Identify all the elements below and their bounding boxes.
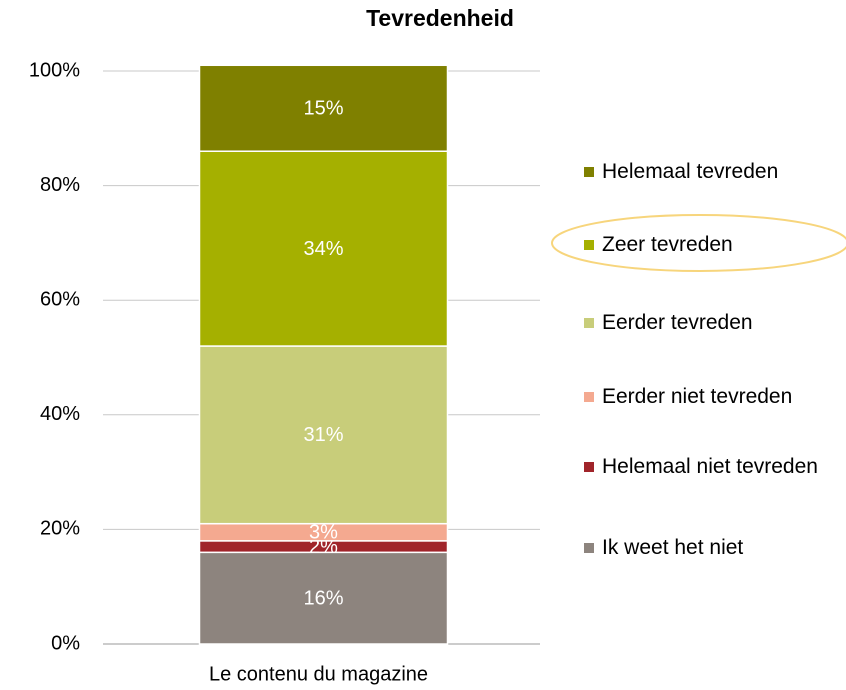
legend-item: Zeer tevreden (584, 229, 829, 261)
y-tick-label: 40% (40, 403, 80, 425)
legend-label: Helemaal tevreden (602, 160, 779, 183)
bar-segment (198, 345, 449, 525)
legend-item: Helemaal tevreden (584, 156, 829, 188)
legend-swatch (584, 462, 594, 472)
legend-label: Eerder tevreden (602, 311, 753, 334)
bar-segment (198, 64, 449, 152)
bar-segment (198, 150, 449, 347)
legend-label: Helemaal niet tevreden (602, 455, 818, 478)
legend-item: Ik weet het niet (584, 532, 829, 564)
highlight (551, 214, 846, 272)
y-tick-label: 100% (29, 59, 80, 81)
legend-swatch (584, 318, 594, 328)
value-label: 34% (303, 238, 343, 260)
value-label: 31% (303, 424, 343, 446)
legend-item: Eerder tevreden (584, 307, 829, 339)
legend-label: Zeer tevreden (602, 233, 733, 256)
bar-segment (198, 551, 449, 645)
value-label: 15% (303, 98, 343, 120)
legend-swatch (584, 240, 594, 250)
legend-item: Helemaal niet tevreden (584, 451, 829, 483)
legend-swatch (584, 543, 594, 553)
legend-swatch (584, 392, 594, 402)
chart-title: Tevredenheid (366, 5, 514, 31)
legend-label: Ik weet het niet (602, 536, 744, 559)
legend-item: Eerder niet tevreden (584, 381, 829, 413)
legend-label: Eerder niet tevreden (602, 385, 793, 408)
value-label: 3% (309, 522, 338, 544)
value-label: 16% (303, 587, 343, 609)
legend-swatch (584, 167, 594, 177)
y-tick-label: 80% (40, 174, 80, 196)
x-tick-label: Le contenu du magazine (209, 663, 428, 685)
y-tick-label: 0% (51, 632, 80, 654)
y-tick-label: 60% (40, 288, 80, 310)
y-tick-label: 20% (40, 518, 80, 540)
